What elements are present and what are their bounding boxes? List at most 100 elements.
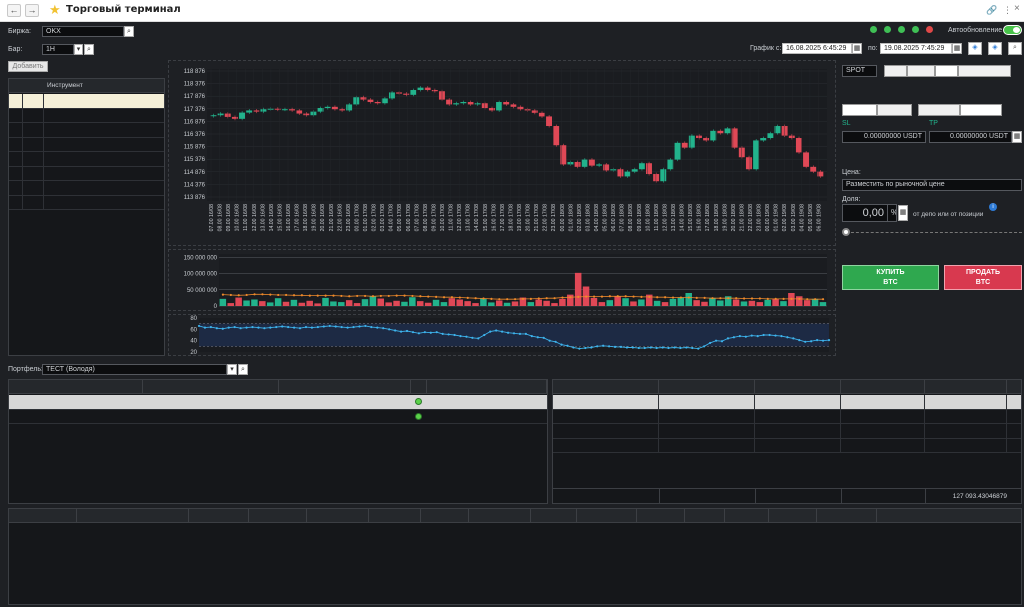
instrument-row[interactable] [9, 181, 164, 196]
margin-mode-isolated[interactable] [907, 65, 935, 77]
link-icon[interactable]: 🔗 [986, 5, 998, 15]
settings-icon[interactable]: ◈ [988, 42, 1002, 55]
bar-input[interactable]: 1H [42, 44, 74, 55]
share-slider-track[interactable] [846, 232, 1022, 233]
operation-row[interactable] [9, 410, 547, 424]
rsi-point [602, 344, 605, 347]
instrument-row[interactable] [9, 94, 164, 109]
volume-ma-point [703, 296, 706, 299]
rsi-chart[interactable]: 80 60 40 20 [169, 315, 835, 356]
share-input[interactable]: 0,00 [842, 204, 888, 222]
rsi-point [405, 329, 409, 333]
price-x-tick: 05.00 19/08 [808, 204, 814, 232]
tpsl-on[interactable] [960, 104, 1002, 116]
price-candle [553, 126, 560, 146]
bar-search-icon[interactable]: ⌕ [84, 44, 94, 55]
portfolio-input[interactable]: ТЕСТ (Володя) [42, 364, 227, 375]
back-button[interactable]: ← [7, 4, 21, 17]
star-icon[interactable]: ★ [49, 2, 61, 17]
margin-mode-isolated-spot[interactable] [958, 65, 1011, 77]
rsi-point [804, 340, 807, 343]
price-x-tick: 09.00 18/08 [637, 204, 643, 232]
price-y-tick: 115 876 [184, 145, 206, 151]
volume-chart[interactable]: 150 000 000 100 000 000 50 000 000 0 [169, 250, 835, 310]
price-candle [446, 99, 453, 105]
instrument-row[interactable] [9, 152, 164, 167]
balance-row[interactable] [553, 395, 1021, 410]
volume-ma-point [679, 296, 683, 299]
margin-mode-none[interactable] [935, 65, 958, 77]
portfolio-dropdown-icon[interactable]: ▾ [227, 364, 237, 375]
volume-ma-point [727, 297, 730, 300]
price-x-tick: 04.00 17/08 [389, 204, 395, 232]
price-candle [617, 169, 624, 177]
volume-bar [503, 302, 511, 306]
balance-frozen [841, 395, 925, 409]
price-input[interactable]: Разместить по рыночной цене [842, 179, 1022, 191]
chart-from-calendar-icon[interactable]: ▦ [852, 43, 862, 54]
volume-ma-point [324, 294, 327, 297]
positions-table [8, 508, 1022, 605]
chart-from-input[interactable]: 16.08.2025 6:45:29 [782, 43, 852, 54]
chart-to-input[interactable]: 19.08.2025 7:45:29 [880, 43, 952, 54]
balance-row[interactable] [553, 424, 1021, 439]
instrument-row[interactable] [9, 123, 164, 138]
balance-sum [925, 409, 1007, 424]
operations-col-header [9, 380, 143, 394]
exchange-search-icon[interactable]: ⌕ [124, 26, 134, 37]
close-icon[interactable]: × [1014, 3, 1020, 14]
tpsl-off[interactable] [918, 104, 960, 116]
instrument-row[interactable] [9, 137, 164, 152]
price-candle [638, 163, 645, 170]
rsi-point [673, 346, 676, 349]
add-button[interactable]: Добавить [8, 61, 48, 72]
operation-row[interactable] [9, 395, 547, 410]
portfolio-search-icon[interactable]: ⌕ [238, 364, 248, 375]
row-marker-cell [9, 166, 23, 181]
volume-ma-point [537, 297, 540, 300]
price-x-tick: 06.00 19/08 [816, 204, 822, 232]
sl-input[interactable]: 0.00000000 USDT [842, 131, 926, 143]
operations-header [9, 380, 547, 394]
margin-mode-cross[interactable] [884, 65, 907, 77]
sell-button[interactable]: ПРОДАТЬ BTC [944, 265, 1022, 290]
exchange-input[interactable]: OKX [42, 26, 124, 37]
volume-ma-point [300, 294, 304, 297]
zoom-icon[interactable]: ⌕ [1008, 42, 1022, 55]
price-candle [267, 108, 274, 110]
warning-icon [25, 167, 39, 181]
volume-bar [693, 300, 700, 306]
instrument-row[interactable] [9, 108, 164, 123]
share-slider-thumb[interactable] [842, 228, 850, 236]
refresh-icon[interactable]: ◈ [968, 42, 982, 55]
volume-ma-point [450, 296, 454, 299]
price-candle [745, 157, 752, 170]
volume-ma-point [624, 295, 627, 298]
instrument-row[interactable] [9, 195, 164, 210]
more-icon[interactable]: ⋮ [1003, 5, 1012, 15]
order-type-limit[interactable] [877, 104, 912, 116]
instrument-row[interactable] [9, 166, 164, 181]
price-candle [817, 171, 824, 177]
chart-from-label: График с: [750, 45, 782, 52]
market-type-select[interactable]: SPOT [842, 65, 877, 77]
instrument-name [43, 195, 163, 210]
balance-row[interactable] [553, 409, 1021, 424]
rsi-point [340, 325, 343, 329]
share-calc-icon[interactable]: ▦ [898, 205, 908, 221]
volume-bar [306, 300, 313, 306]
price-candle [560, 145, 567, 165]
info-icon[interactable]: i [989, 203, 997, 211]
chart-to-calendar-icon[interactable]: ▦ [952, 43, 962, 54]
tp-calc-icon[interactable]: ▦ [1012, 131, 1022, 143]
tp-input[interactable]: 0.00000000 USDT [929, 131, 1012, 143]
positions-col-header [725, 509, 769, 523]
bar-dropdown-icon[interactable]: ▾ [74, 44, 83, 55]
rsi-y-tick: 80 [190, 316, 197, 322]
forward-button[interactable]: → [25, 4, 39, 17]
order-type-market[interactable] [842, 104, 877, 116]
buy-button[interactable]: КУПИТЬ BTC [842, 265, 939, 290]
autoupdate-toggle[interactable] [1003, 25, 1022, 35]
price-chart[interactable]: 118 876 118 376 117 876 117 376 116 876 116 3… [169, 61, 835, 245]
balance-row[interactable] [553, 438, 1021, 453]
